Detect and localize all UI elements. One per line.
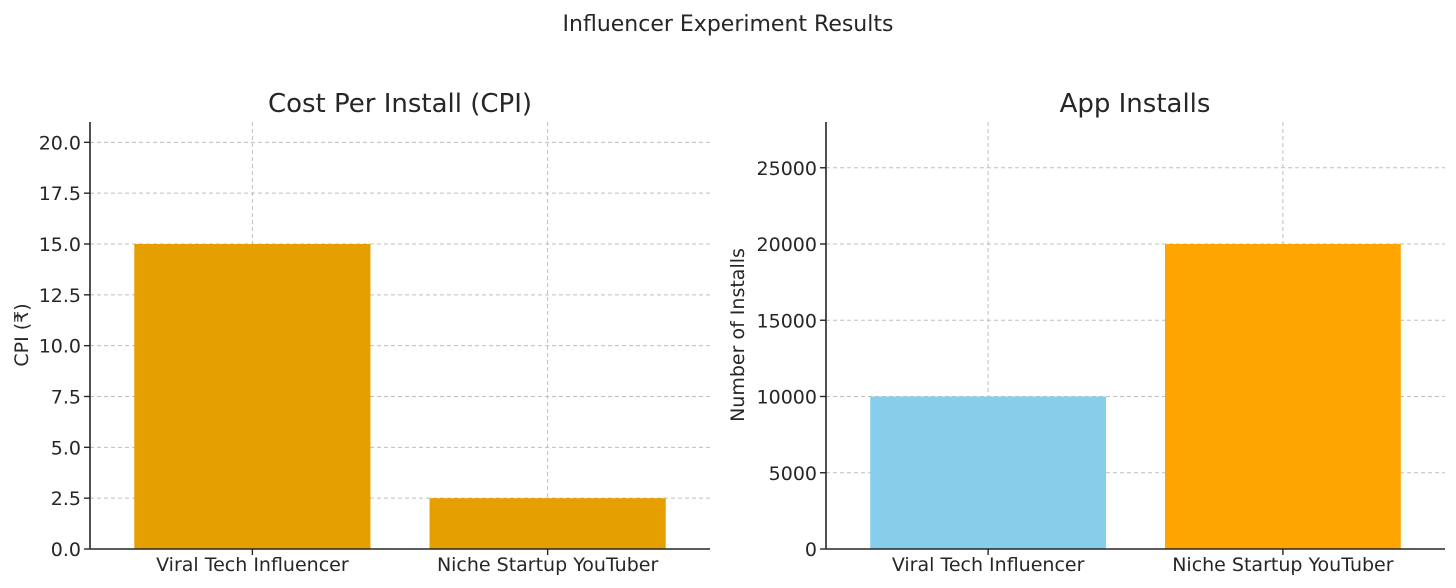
installs-chart-bar-2 — [1164, 244, 1401, 549]
cpi-chart-ytick-label: 0.0 — [51, 539, 81, 561]
cpi-chart-ytick-label: 2.5 — [51, 488, 81, 510]
installs-chart-ylabel: Number of Installs — [727, 248, 749, 422]
installs-chart-ytick-label: 20000 — [757, 234, 817, 256]
installs-chart: App Installs Number of Installs 0 5000 100… — [727, 89, 1445, 576]
cpi-chart-ytick-label: 15.0 — [39, 234, 81, 256]
cpi-chart-bar-2 — [429, 498, 666, 549]
cpi-chart-ytick-label: 10.0 — [39, 336, 81, 358]
installs-chart-ytick-label: 10000 — [757, 387, 817, 409]
cpi-chart-bars — [134, 244, 666, 549]
cpi-chart-ytick-label: 5.0 — [51, 437, 81, 459]
cpi-chart-title: Cost Per Install (CPI) — [268, 89, 532, 119]
installs-chart-bars — [870, 244, 1401, 549]
cpi-chart-xtick-label: Niche Startup YouTuber — [437, 554, 659, 576]
installs-chart-xtick-label: Niche Startup YouTuber — [1172, 554, 1394, 576]
installs-chart-xtick-label: Viral Tech Influencer — [892, 554, 1085, 576]
cpi-chart: Cost Per Install (CPI) CPI (₹) 0.0 2.5 5.0… — [11, 89, 710, 576]
installs-chart-ticks: 0 5000 10000 15000 20000 25000 Viral Tech Infl… — [757, 158, 1394, 576]
cpi-chart-bar-1 — [134, 244, 371, 549]
cpi-chart-ytick-label: 17.5 — [39, 183, 81, 205]
installs-chart-bar-1 — [870, 396, 1107, 549]
cpi-chart-ticks: 0.0 2.5 5.0 7.5 10.0 12.5 15.0 17.5 20.0 Viral Te… — [39, 132, 659, 576]
cpi-chart-xtick-label: Viral Tech Influencer — [156, 554, 349, 576]
installs-chart-ytick-label: 0 — [805, 539, 817, 561]
cpi-chart-ytick-label: 12.5 — [39, 285, 81, 307]
cpi-chart-ylabel: CPI (₹) — [11, 303, 33, 366]
installs-chart-ytick-label: 25000 — [757, 158, 817, 180]
installs-chart-title: App Installs — [1060, 89, 1211, 119]
installs-chart-ytick-label: 15000 — [757, 310, 817, 332]
installs-chart-ytick-label: 5000 — [769, 463, 817, 485]
figure-suptitle: Influencer Experiment Results — [563, 12, 894, 37]
cpi-chart-ytick-label: 7.5 — [51, 387, 81, 409]
cpi-chart-ytick-label: 20.0 — [39, 132, 81, 154]
